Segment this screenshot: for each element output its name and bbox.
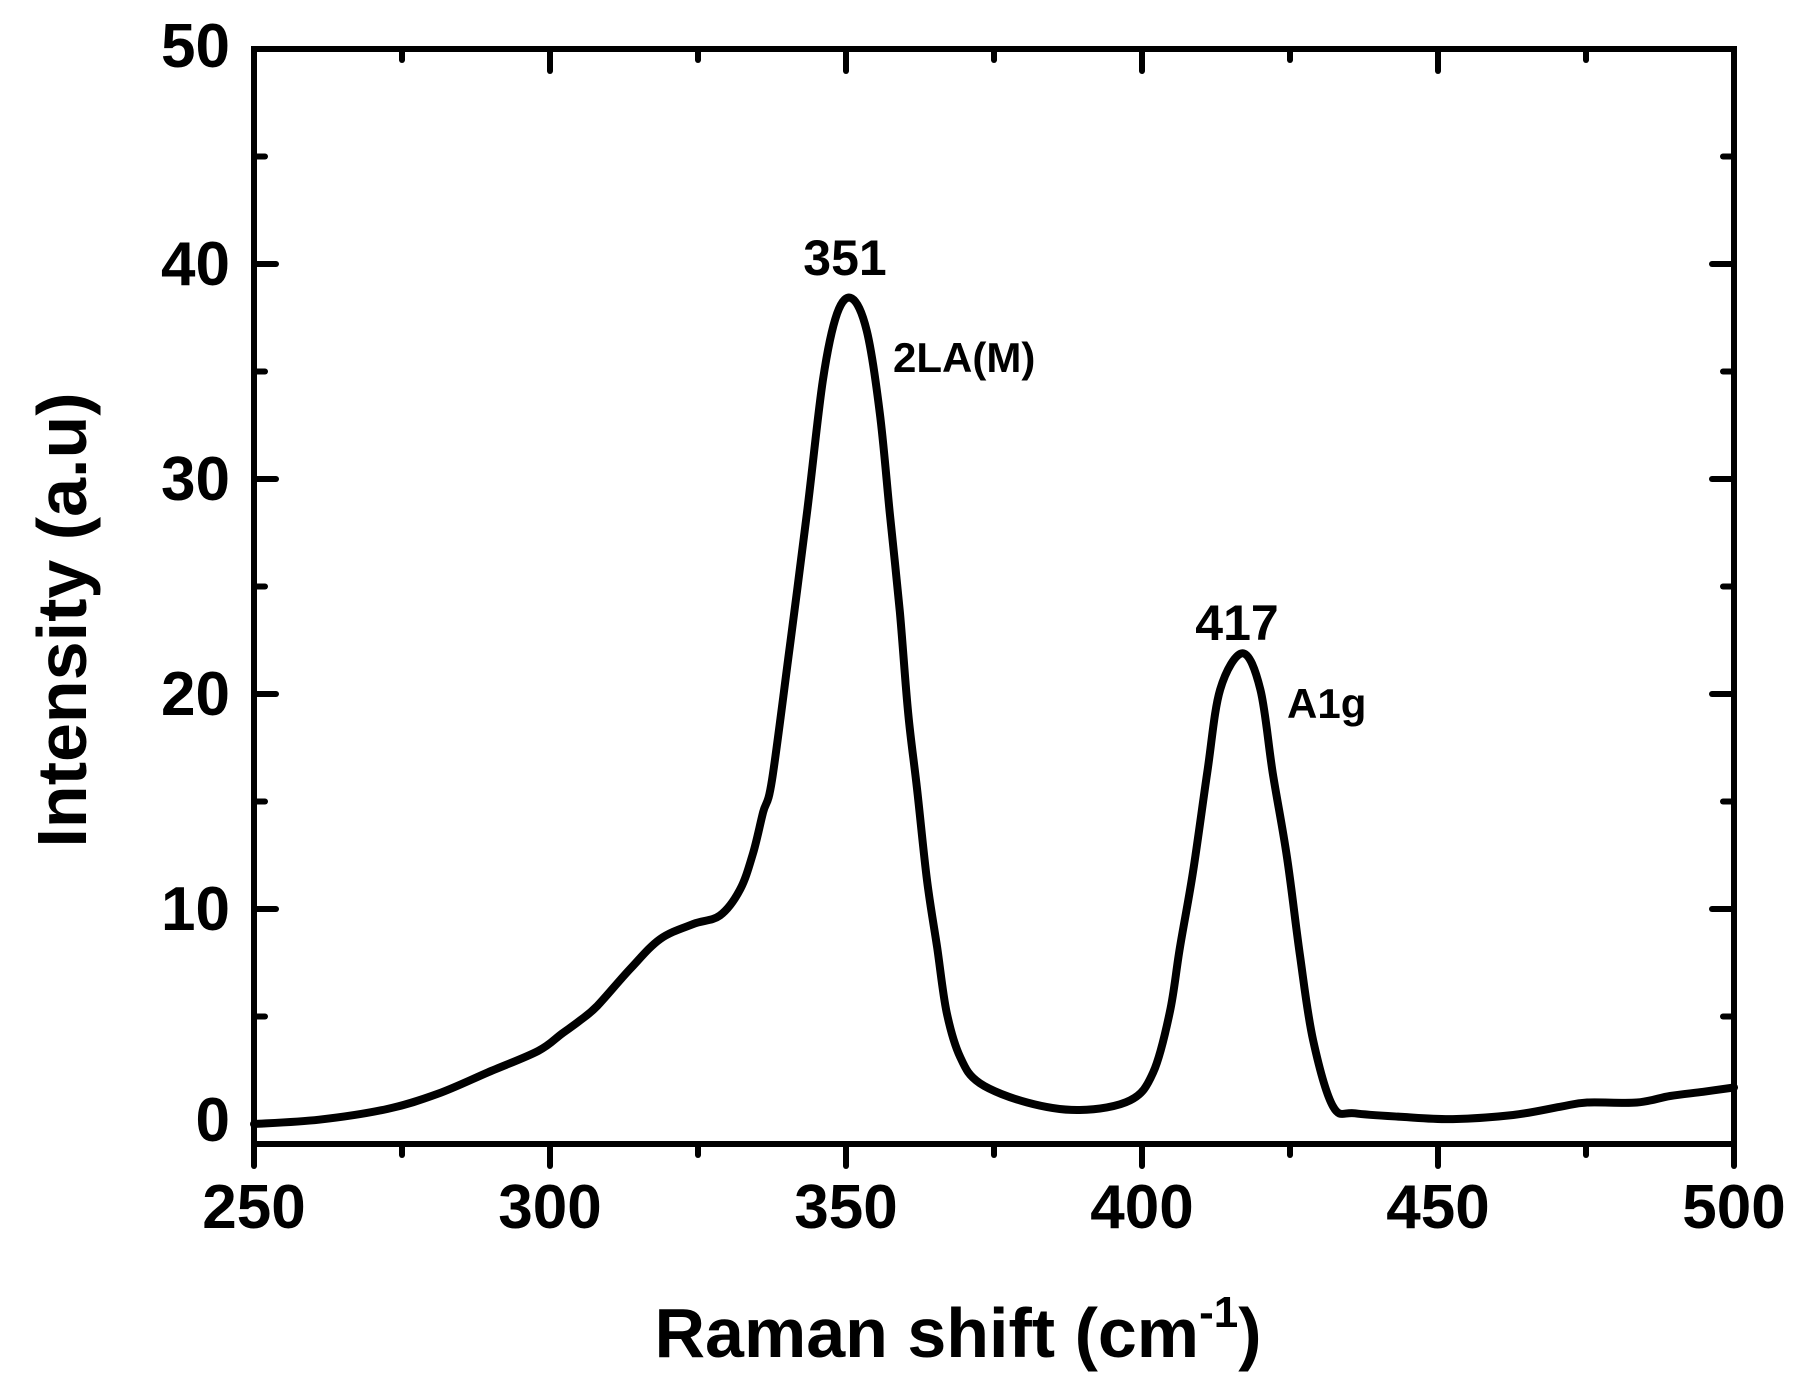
- y-tick-label: 20: [161, 660, 230, 729]
- peak-417-mode-label: A1g: [1287, 680, 1366, 727]
- y-tick-label: 30: [161, 445, 230, 514]
- y-axis-title: Intensity (a.u): [23, 392, 101, 847]
- x-tick-label: 400: [1090, 1173, 1193, 1242]
- peak-351-mode-label: 2LA(M): [893, 334, 1035, 381]
- x-axis-title-close: ): [1238, 1294, 1261, 1372]
- y-tick-label: 40: [161, 230, 230, 299]
- x-tick-label: 350: [794, 1173, 897, 1242]
- peak-351-position-label: 351: [803, 230, 886, 286]
- spectrum-line: [250, 293, 1738, 1128]
- y-tick-label: 50: [161, 12, 230, 81]
- peak-417-position-label: 417: [1195, 595, 1278, 651]
- axis-ticks: [251, 46, 1737, 1169]
- y-tick-labels: 0 10 20 30 40 50: [161, 12, 230, 1155]
- x-axis-title-main: Raman shift (cm: [655, 1294, 1200, 1372]
- x-axis-title: Raman shift (cm-1): [655, 1288, 1262, 1372]
- x-tick-label: 250: [202, 1173, 305, 1242]
- x-tick-labels: 250 300 350 400 450 500: [202, 1173, 1785, 1242]
- x-axis-title-superscript: -1: [1199, 1288, 1238, 1337]
- plot-frame: [251, 46, 1737, 1147]
- x-tick-label: 450: [1386, 1173, 1489, 1242]
- y-tick-label: 10: [161, 875, 230, 944]
- x-tick-label: 300: [498, 1173, 601, 1242]
- x-tick-label: 500: [1682, 1173, 1785, 1242]
- y-tick-label: 0: [196, 1086, 230, 1155]
